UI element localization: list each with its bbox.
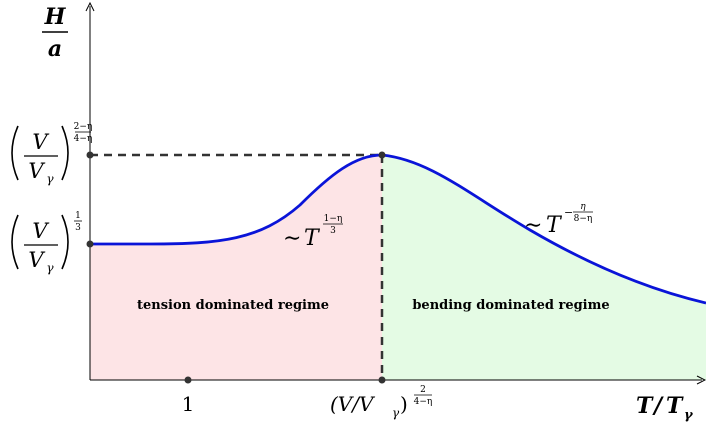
- tension-region-label: tension dominated regime: [137, 298, 329, 313]
- x-tick-peak-base: (V/V: [330, 392, 376, 416]
- x-tick-one: 1: [182, 392, 195, 416]
- point-peak: [378, 151, 386, 159]
- x-axis-label: T / T γ: [636, 393, 694, 423]
- y-label-numerator: H: [44, 4, 67, 30]
- scaling-right-exp-num: η: [580, 202, 586, 212]
- y-tick-lower-exp-den: 3: [75, 223, 81, 233]
- scaling-left-exp-num: 1−η: [324, 214, 343, 224]
- height-curve: [90, 153, 706, 305]
- x-tick-peak-exp-num: 2: [420, 385, 426, 395]
- svg-text:(V/V: (V/V: [330, 392, 376, 416]
- y-axis-arrow: [85, 1, 95, 12]
- x-tick-peak: (V/V γ ) 2 4−η: [330, 385, 432, 420]
- bending-region: [382, 155, 706, 380]
- scaling-right-exp-minus: −: [564, 206, 573, 219]
- x-tick-peak-exp-den: 4−η: [414, 397, 433, 407]
- scaling-left: ∼ T 1−η 3: [283, 214, 343, 251]
- y-label-denominator: a: [48, 36, 62, 62]
- scaling-right-base: T: [546, 213, 563, 238]
- y-tick-lower: V V γ 1 3: [11, 211, 82, 275]
- y-tick-upper-exp-den: 4−η: [74, 134, 93, 144]
- y-tick-upper-exp-num: 2−η: [74, 122, 93, 132]
- point-y-upper: [86, 151, 94, 159]
- bending-region-label: bending dominated regime: [412, 298, 609, 313]
- x-tick-peak-close: ): [400, 392, 408, 416]
- scaling-left-exp-den: 3: [330, 226, 336, 236]
- tension-region: [90, 155, 382, 380]
- point-y-lower: [86, 240, 94, 248]
- y-tick-upper: V V γ 2−η 4−η: [11, 122, 93, 186]
- y-tick-lower-exp-num: 1: [75, 211, 81, 221]
- scaling-right-exp-den: 8−η: [574, 214, 593, 224]
- x-axis-arrow: [696, 375, 706, 385]
- y-tick-lower-den: V: [28, 248, 45, 272]
- y-tick-lower-num: V: [32, 219, 49, 243]
- x-label-Tg: T: [666, 393, 684, 419]
- scaling-left-base: T: [304, 226, 321, 251]
- scaling-right: ∼ T − η 8−η: [524, 202, 593, 238]
- y-tick-upper-den-sub: γ: [46, 172, 54, 186]
- point-x-peak: [378, 376, 386, 384]
- y-tick-lower-den-sub: γ: [46, 261, 54, 275]
- x-label-slash: /: [652, 393, 664, 419]
- x-tick-peak-sub: γ: [392, 406, 400, 420]
- y-tick-upper-num: V: [32, 130, 49, 154]
- x-label-sub: γ: [684, 408, 694, 423]
- x-label-T: T: [636, 393, 654, 419]
- y-tick-upper-den: V: [28, 159, 45, 183]
- point-x-one: [184, 376, 192, 384]
- scaling-left-tilde: ∼: [283, 226, 301, 251]
- scaling-right-tilde: ∼: [524, 213, 542, 238]
